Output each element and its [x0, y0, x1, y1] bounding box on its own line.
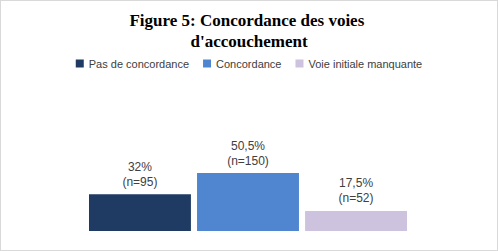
svg-text:d'accouchement: d'accouchement [190, 32, 307, 51]
svg-text:17,5%: 17,5% [339, 176, 373, 190]
svg-text:Figure 5: Concordance des voie: Figure 5: Concordance des voies [129, 11, 368, 30]
svg-text:(n=95): (n=95) [122, 175, 157, 189]
svg-text:(n=52): (n=52) [339, 191, 374, 205]
svg-text:32%: 32% [128, 160, 152, 174]
svg-text:Pas de concordance: Pas de concordance [89, 58, 189, 70]
svg-text:50,5%: 50,5% [231, 139, 265, 153]
svg-text:Concordance: Concordance [216, 58, 281, 70]
svg-text:Voie initiale manquante: Voie initiale manquante [308, 58, 422, 70]
svg-text:(n=150): (n=150) [227, 154, 269, 168]
